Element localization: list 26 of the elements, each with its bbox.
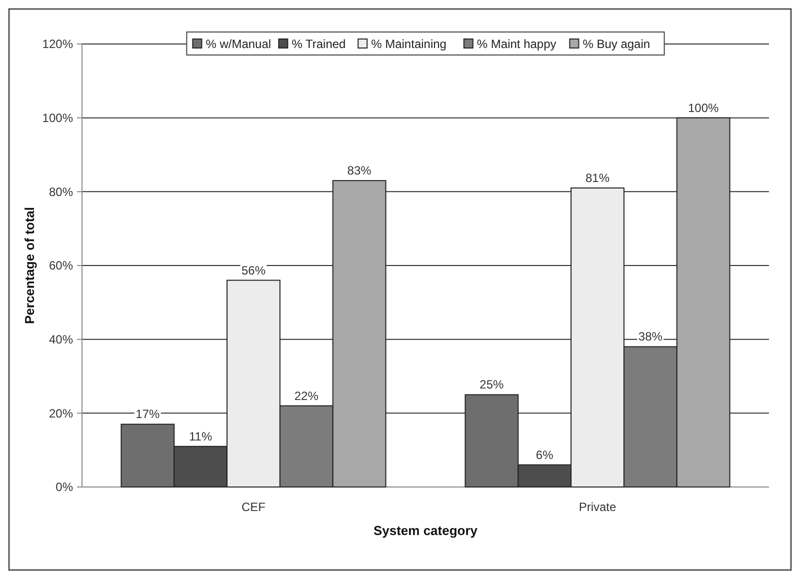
x-axis-title: System category [373,523,478,538]
legend-label: % w/Manual [206,37,272,51]
x-tick-label: CEF [241,500,266,514]
data-label: 17% [136,407,160,422]
data-label: 100% [688,100,719,115]
y-tick-label: 40% [48,332,74,347]
x-tick-label: Private [578,500,616,514]
y-tick-label: 20% [48,406,74,420]
legend-label: % Trained [292,37,346,51]
legend-label: % Maint happy [476,37,556,51]
legend-label: % Buy again [582,37,650,51]
data-label: 38% [638,330,663,344]
data-label: 83% [347,164,372,178]
y-tick-label: 80% [48,184,74,199]
data-label: 22% [294,388,319,403]
y-axis-title: Percentage of total [22,206,37,324]
data-label: 25% [480,378,504,392]
y-tick-label: 100% [42,111,74,126]
y-tick-label: 0% [56,480,74,494]
legend-label: % Maintaining [371,37,446,51]
data-label: 6% [536,448,554,462]
y-tick-label: 120% [42,37,74,52]
data-label: 81% [585,170,610,185]
data-label: 56% [241,263,266,278]
data-label: 11% [189,429,212,444]
y-tick-label: 60% [48,258,74,273]
